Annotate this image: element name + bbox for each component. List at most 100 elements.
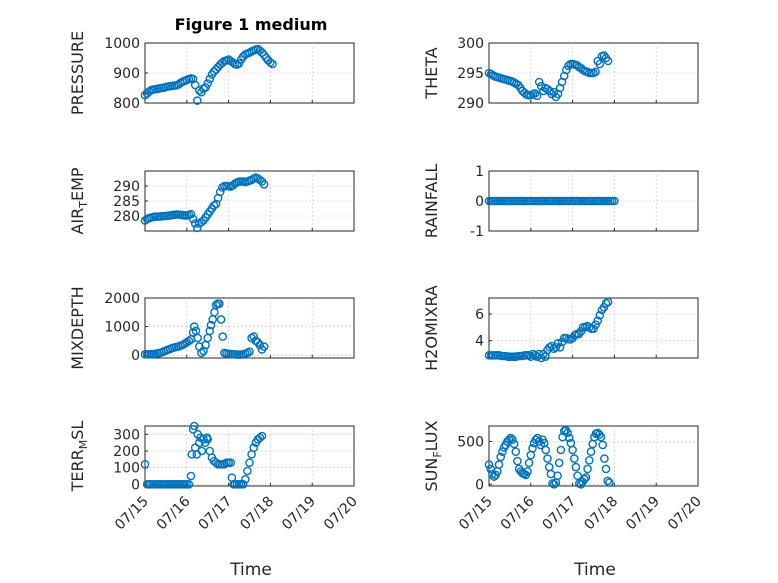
y-tick-label: 0 — [475, 194, 484, 210]
plot-area — [144, 425, 355, 487]
data-point — [189, 421, 199, 431]
data-point — [215, 299, 224, 309]
data-point — [543, 454, 552, 463]
y-tick-label: 1000 — [104, 320, 140, 336]
data-point — [197, 446, 207, 456]
data-point — [541, 445, 551, 455]
data-point — [187, 449, 197, 459]
data-point — [186, 471, 196, 481]
y-tick-label: 800 — [113, 96, 140, 112]
data-point — [598, 440, 608, 450]
y-tick-label: 1000 — [104, 36, 140, 52]
data-point — [255, 433, 265, 443]
x-tick-label: 07/18 — [237, 494, 277, 534]
subplot-sun: 07/15 07/16 07/17 07/18 07/19 07/20 0 500 SUNFLU… — [422, 420, 705, 533]
data-point — [245, 347, 254, 357]
data-point — [205, 326, 215, 336]
data-point — [484, 460, 494, 469]
data-point — [496, 452, 506, 462]
subplot-theta: 290 295 300 THETA — [422, 36, 699, 112]
data-point — [568, 445, 577, 455]
y-axis-label: PRESSURE — [68, 31, 87, 115]
data-point — [508, 435, 517, 445]
data-point — [523, 467, 532, 476]
data-point — [605, 478, 614, 487]
data-point — [603, 297, 613, 307]
data-point — [610, 196, 619, 206]
data-point — [585, 455, 594, 465]
x-tick-label: 07/17 — [196, 494, 236, 534]
data-point — [188, 214, 198, 224]
y-tick-label: -1 — [470, 224, 484, 240]
y-axis-label: TERRMSL — [68, 421, 90, 493]
data-point — [603, 476, 613, 486]
data-point — [562, 65, 571, 75]
y-tick-label: 1 — [475, 164, 484, 180]
data-point — [238, 479, 248, 489]
y-tick-label: 200 — [113, 444, 140, 460]
x-tick-label: 07/15 — [456, 494, 496, 534]
data-point — [259, 180, 269, 189]
data-point — [524, 458, 534, 468]
y-axis-label: THETA — [422, 47, 441, 99]
data-point — [524, 350, 534, 360]
data-point — [240, 474, 250, 484]
data-point — [595, 59, 605, 69]
data-point — [218, 332, 227, 341]
y-axis-label: AIRTEMP — [68, 167, 90, 234]
data-point — [599, 302, 609, 312]
data-point — [189, 322, 199, 331]
y-axis-label: H2OMIXRA — [422, 285, 441, 371]
data-point — [565, 433, 574, 443]
subplot-mixdepth: 0 1000 2000 MIXDEPTH — [68, 286, 355, 370]
data-point — [570, 454, 579, 463]
data-point — [192, 223, 202, 233]
data-point — [601, 464, 611, 474]
y-tick-label: 0 — [131, 477, 140, 493]
data-point — [184, 479, 194, 489]
data-point — [573, 471, 582, 481]
data-point — [498, 447, 507, 457]
y-tick-label: 0 — [475, 477, 484, 493]
data-point — [199, 346, 208, 356]
data-point — [203, 79, 212, 88]
data-point — [549, 87, 559, 97]
data-point — [203, 434, 212, 444]
x-tick-label: 07/17 — [540, 494, 580, 534]
data-point — [556, 445, 566, 455]
data-point — [193, 333, 202, 343]
y-tick-label: 300 — [113, 427, 140, 443]
data-point — [603, 56, 613, 66]
y-tick-label: 900 — [113, 66, 140, 82]
data-point — [554, 458, 564, 468]
plot-area — [488, 425, 699, 487]
x-axis-label-right: Time — [573, 560, 616, 580]
y-tick-label: 100 — [113, 461, 140, 477]
y-tick-label: 300 — [457, 36, 484, 52]
data-point — [504, 435, 514, 445]
data-point — [530, 89, 540, 98]
subplot-rainfall: -1 0 1 RAINFALL — [422, 164, 699, 240]
data-point — [555, 342, 565, 352]
data-point — [583, 464, 592, 474]
y-axis-label: MIXDEPTH — [68, 286, 87, 369]
subplot-terr: 07/15 07/16 07/17 07/18 07/19 07/20 0100200300… — [68, 421, 361, 534]
data-point — [226, 458, 235, 468]
subplot-h2omixra: 4 6 H2OMIXRA — [422, 285, 699, 371]
x-tick-label: 07/20 — [665, 494, 705, 534]
data-point — [528, 443, 537, 453]
data-point — [206, 320, 216, 330]
data-point — [596, 432, 606, 442]
x-tick-label: 07/16 — [154, 493, 194, 533]
data-point — [249, 332, 258, 341]
y-tick-label: 290 — [457, 96, 484, 112]
data-point — [509, 439, 519, 449]
x-tick-label: 07/20 — [321, 494, 361, 534]
data-point — [268, 59, 277, 69]
data-point — [600, 454, 609, 463]
data-point — [599, 51, 609, 60]
data-point — [255, 340, 265, 350]
data-point — [586, 447, 596, 457]
data-point — [205, 74, 215, 84]
